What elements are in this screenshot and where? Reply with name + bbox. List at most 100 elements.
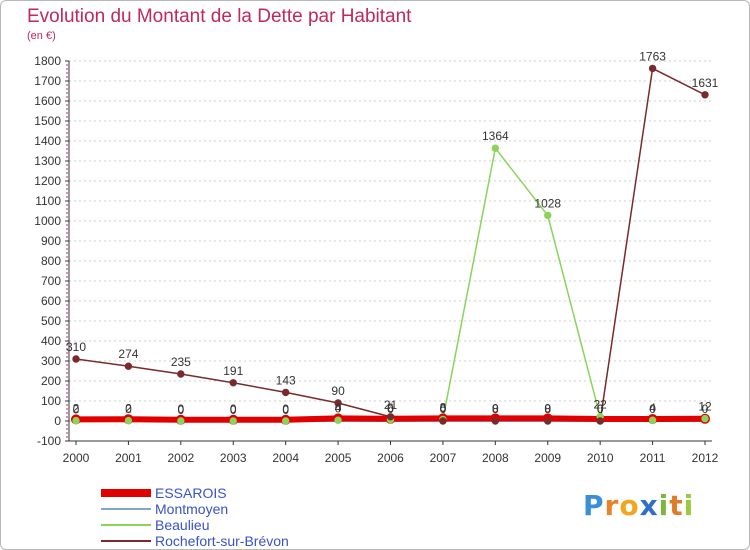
logo-letter: i: [683, 489, 695, 522]
x-tick-label: 2007: [430, 451, 457, 465]
data-label: 12: [698, 400, 712, 414]
logo-letter: i: [658, 489, 670, 522]
data-label: 4: [649, 401, 656, 415]
x-tick-label: 2011: [640, 451, 666, 465]
y-tick-label: 300: [41, 354, 61, 368]
data-label: 2: [125, 402, 132, 416]
data-point: [596, 417, 604, 425]
data-point: [72, 355, 80, 363]
y-tick-label: 100: [41, 394, 61, 408]
data-label: 1763: [639, 49, 666, 63]
data-point: [177, 417, 185, 425]
series-line-beaulieu: [76, 147, 706, 422]
y-tick-label: 1600: [34, 94, 61, 108]
data-point: [334, 399, 342, 407]
x-tick-label: 2002: [167, 451, 194, 465]
legend-label-rochefort: Rochefort-sur-Brévon: [155, 533, 289, 549]
data-label: 0: [440, 401, 447, 415]
data-label: 0: [387, 402, 394, 416]
x-tick-label: 2001: [115, 451, 142, 465]
x-tick-label: 2005: [325, 451, 352, 465]
logo-letter: P: [583, 489, 605, 522]
data-point: [491, 417, 500, 425]
legend-swatch-montmoyen: [101, 508, 151, 510]
data-label: 8: [440, 400, 447, 414]
proxiti-logo: Proxiti: [583, 489, 694, 522]
data-label: 235: [171, 355, 191, 369]
data-point: [439, 417, 447, 425]
x-tick-label: 2008: [482, 451, 509, 465]
data-point: [701, 91, 709, 99]
data-point: [281, 417, 290, 425]
data-label: 0: [649, 402, 656, 416]
y-tick-label: 1200: [34, 174, 61, 188]
data-point: [281, 388, 290, 397]
data-label: 22: [593, 398, 607, 412]
legend-swatch-essarois: [101, 489, 151, 497]
data-label: 274: [118, 347, 138, 361]
data-label: 0: [597, 402, 604, 416]
x-tick-label: 2010: [587, 451, 614, 465]
data-point: [648, 64, 657, 73]
data-label: 1364: [482, 129, 509, 143]
legend-swatch-rochefort: [101, 540, 151, 542]
unit-label: (en €): [27, 30, 56, 42]
data-label: 90: [331, 384, 345, 398]
logo-letter: t: [669, 489, 684, 522]
logo-letter: x: [639, 489, 659, 522]
y-tick-label: 1500: [34, 114, 61, 128]
data-label: 0: [282, 403, 289, 417]
data-label: 6: [387, 401, 394, 415]
data-point: [334, 416, 342, 424]
legend-item-montmoyen: Montmoyen: [101, 501, 361, 517]
data-label: 0: [440, 402, 447, 416]
data-label: 0: [282, 402, 289, 416]
y-tick-label: 1000: [34, 214, 61, 228]
y-tick-label: 1700: [34, 74, 61, 88]
data-point: [229, 417, 237, 425]
y-tick-label: 200: [41, 374, 61, 388]
data-label: 310: [66, 340, 86, 354]
y-tick-label: 800: [41, 254, 61, 268]
data-point: [72, 416, 80, 425]
data-label: 4: [335, 401, 342, 415]
data-label: 143: [276, 373, 296, 387]
y-tick-label: 1800: [34, 54, 61, 68]
data-label: 191: [223, 364, 243, 378]
data-label: 0: [73, 402, 80, 416]
y-tick-label: -100: [37, 434, 61, 448]
data-label: 0: [230, 403, 237, 417]
legend-item-essarois: ESSAROIS: [101, 485, 361, 501]
data-point: [544, 211, 552, 220]
x-tick-label: 2006: [377, 451, 404, 465]
data-point: [229, 379, 237, 387]
data-point: [124, 416, 133, 425]
x-tick-label: 2004: [272, 451, 299, 465]
y-tick-label: 900: [41, 234, 61, 248]
legend-swatch-beaulieu: [101, 524, 151, 526]
x-tick-label: 2009: [534, 451, 561, 465]
data-label: 0: [544, 401, 551, 415]
y-tick-label: 1100: [35, 194, 61, 208]
legend-item-rochefort: Rochefort-sur-Brévon: [101, 533, 361, 549]
data-point: [386, 413, 395, 421]
legend-item-beaulieu: Beaulieu: [101, 517, 361, 533]
legend-label-montmoyen: Montmoyen: [155, 501, 229, 517]
data-label: 1631: [692, 76, 719, 90]
logo-letter: o: [619, 489, 640, 522]
data-label: 21: [384, 398, 398, 412]
data-label: 0: [335, 401, 342, 415]
legend-label-beaulieu: Beaulieu: [155, 517, 210, 533]
legend: ESSAROIS Montmoyen Beaulieu Rochefort-su…: [101, 485, 361, 549]
y-tick-label: 1400: [34, 134, 61, 148]
x-tick-label: 2003: [220, 451, 247, 465]
chart-title: Evolution du Montant de la Dette par Hab…: [27, 6, 412, 27]
data-point: [177, 370, 185, 378]
data-label: 0: [177, 403, 184, 417]
data-label: 0: [492, 401, 499, 415]
y-tick-label: 400: [41, 334, 61, 348]
legend-label-essarois: ESSAROIS: [155, 485, 227, 501]
data-label: 1028: [534, 196, 561, 210]
